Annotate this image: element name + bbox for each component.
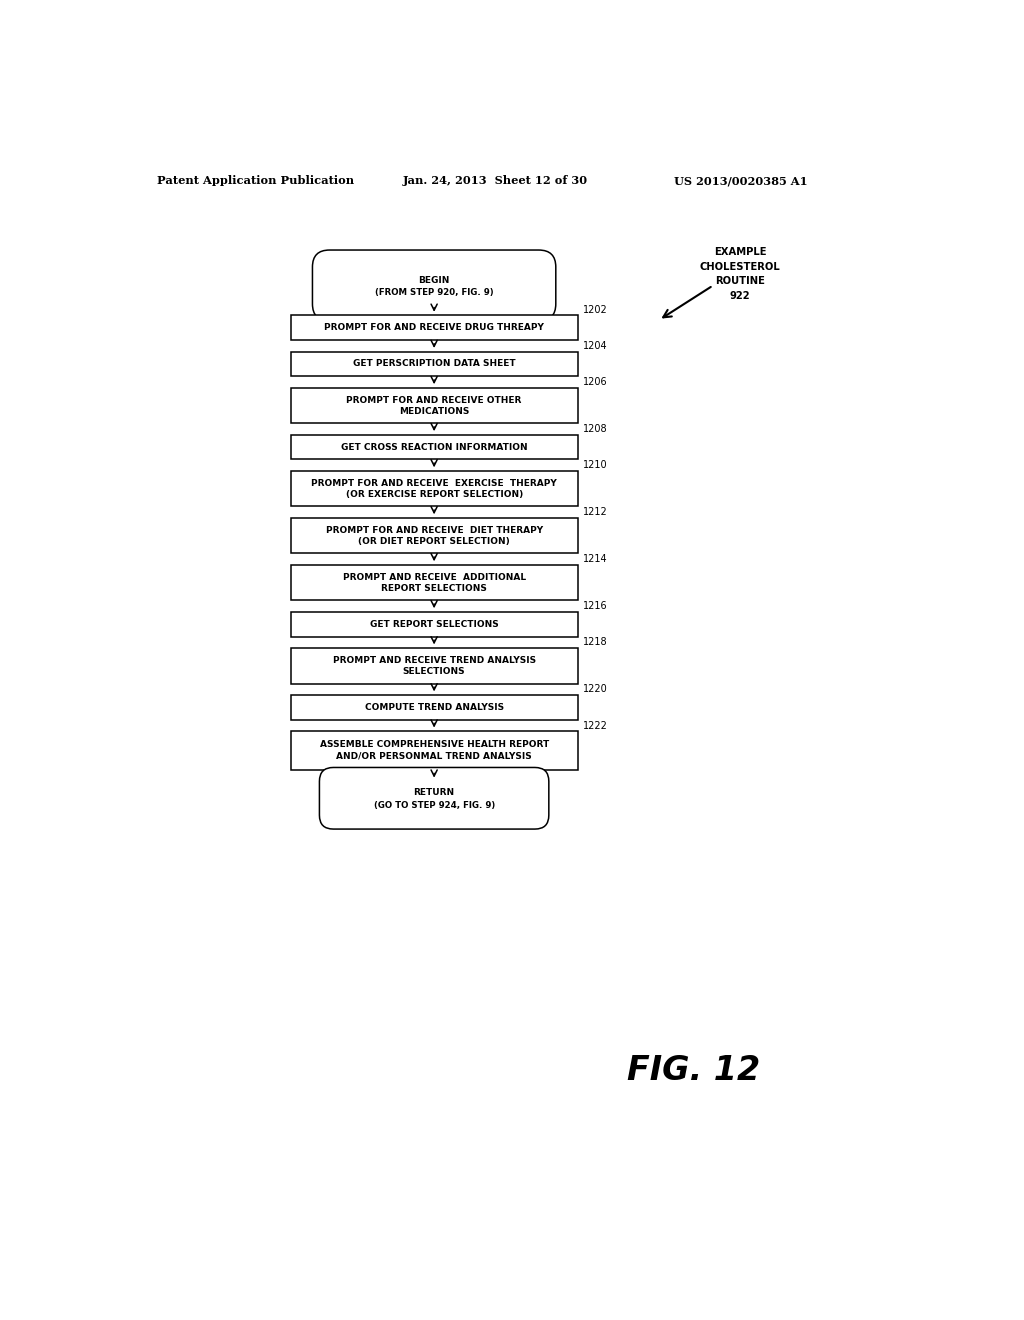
Text: 1212: 1212 bbox=[583, 507, 607, 517]
Bar bbox=[291, 315, 578, 341]
Text: GET REPORT SELECTIONS: GET REPORT SELECTIONS bbox=[370, 620, 499, 628]
Text: 1204: 1204 bbox=[583, 341, 607, 351]
Text: 1216: 1216 bbox=[583, 601, 607, 611]
Text: 1214: 1214 bbox=[583, 554, 607, 564]
Text: BEGIN: BEGIN bbox=[419, 276, 450, 285]
Text: PROMPT FOR AND RECEIVE  DIET THERAPY
(OR DIET REPORT SELECTION): PROMPT FOR AND RECEIVE DIET THERAPY (OR … bbox=[326, 525, 543, 545]
Text: GET PERSCRIPTION DATA SHEET: GET PERSCRIPTION DATA SHEET bbox=[353, 359, 515, 368]
Text: COMPUTE TREND ANALYSIS: COMPUTE TREND ANALYSIS bbox=[365, 704, 504, 711]
Bar bbox=[291, 731, 578, 770]
Text: PROMPT AND RECEIVE  ADDITIONAL
REPORT SELECTIONS: PROMPT AND RECEIVE ADDITIONAL REPORT SEL… bbox=[343, 573, 525, 593]
Text: US 2013/0020385 A1: US 2013/0020385 A1 bbox=[675, 176, 808, 186]
Text: CHOLESTEROL: CHOLESTEROL bbox=[699, 261, 780, 272]
Text: PROMPT AND RECEIVE TREND ANALYSIS
SELECTIONS: PROMPT AND RECEIVE TREND ANALYSIS SELECT… bbox=[333, 656, 536, 676]
Text: Patent Application Publication: Patent Application Publication bbox=[158, 176, 354, 186]
Text: FIG. 12: FIG. 12 bbox=[627, 1055, 761, 1088]
Text: (FROM STEP 920, FIG. 9): (FROM STEP 920, FIG. 9) bbox=[375, 288, 494, 297]
Text: 922: 922 bbox=[730, 290, 751, 301]
Text: PROMPT FOR AND RECEIVE OTHER
MEDICATIONS: PROMPT FOR AND RECEIVE OTHER MEDICATIONS bbox=[346, 396, 522, 416]
Text: 1208: 1208 bbox=[583, 424, 607, 434]
Text: PROMPT FOR AND RECEIVE DRUG THREAPY: PROMPT FOR AND RECEIVE DRUG THREAPY bbox=[325, 323, 544, 333]
Text: (GO TO STEP 924, FIG. 9): (GO TO STEP 924, FIG. 9) bbox=[374, 801, 495, 809]
Bar bbox=[291, 612, 578, 636]
Text: ROUTINE: ROUTINE bbox=[716, 276, 765, 286]
Text: 1202: 1202 bbox=[583, 305, 607, 314]
Bar bbox=[291, 351, 578, 376]
Bar bbox=[291, 517, 578, 553]
Text: 1218: 1218 bbox=[583, 638, 607, 647]
Text: ASSEMBLE COMPREHENSIVE HEALTH REPORT
AND/OR PERSONMAL TREND ANALYSIS: ASSEMBLE COMPREHENSIVE HEALTH REPORT AND… bbox=[319, 741, 549, 760]
Bar bbox=[291, 388, 578, 424]
Bar bbox=[291, 471, 578, 507]
Text: RETURN: RETURN bbox=[414, 788, 455, 797]
Bar bbox=[291, 696, 578, 719]
Text: 1206: 1206 bbox=[583, 378, 607, 387]
Bar bbox=[291, 648, 578, 684]
Text: GET CROSS REACTION INFORMATION: GET CROSS REACTION INFORMATION bbox=[341, 442, 527, 451]
Bar bbox=[291, 565, 578, 601]
Text: PROMPT FOR AND RECEIVE  EXERCISE  THERAPY
(OR EXERCISE REPORT SELECTION): PROMPT FOR AND RECEIVE EXERCISE THERAPY … bbox=[311, 479, 557, 499]
FancyBboxPatch shape bbox=[319, 767, 549, 829]
Text: Jan. 24, 2013  Sheet 12 of 30: Jan. 24, 2013 Sheet 12 of 30 bbox=[403, 176, 588, 186]
Text: 1220: 1220 bbox=[583, 684, 607, 694]
FancyBboxPatch shape bbox=[312, 249, 556, 321]
Bar bbox=[291, 434, 578, 459]
Text: 1210: 1210 bbox=[583, 461, 607, 470]
Text: EXAMPLE: EXAMPLE bbox=[714, 247, 767, 257]
Text: 1222: 1222 bbox=[583, 721, 608, 730]
